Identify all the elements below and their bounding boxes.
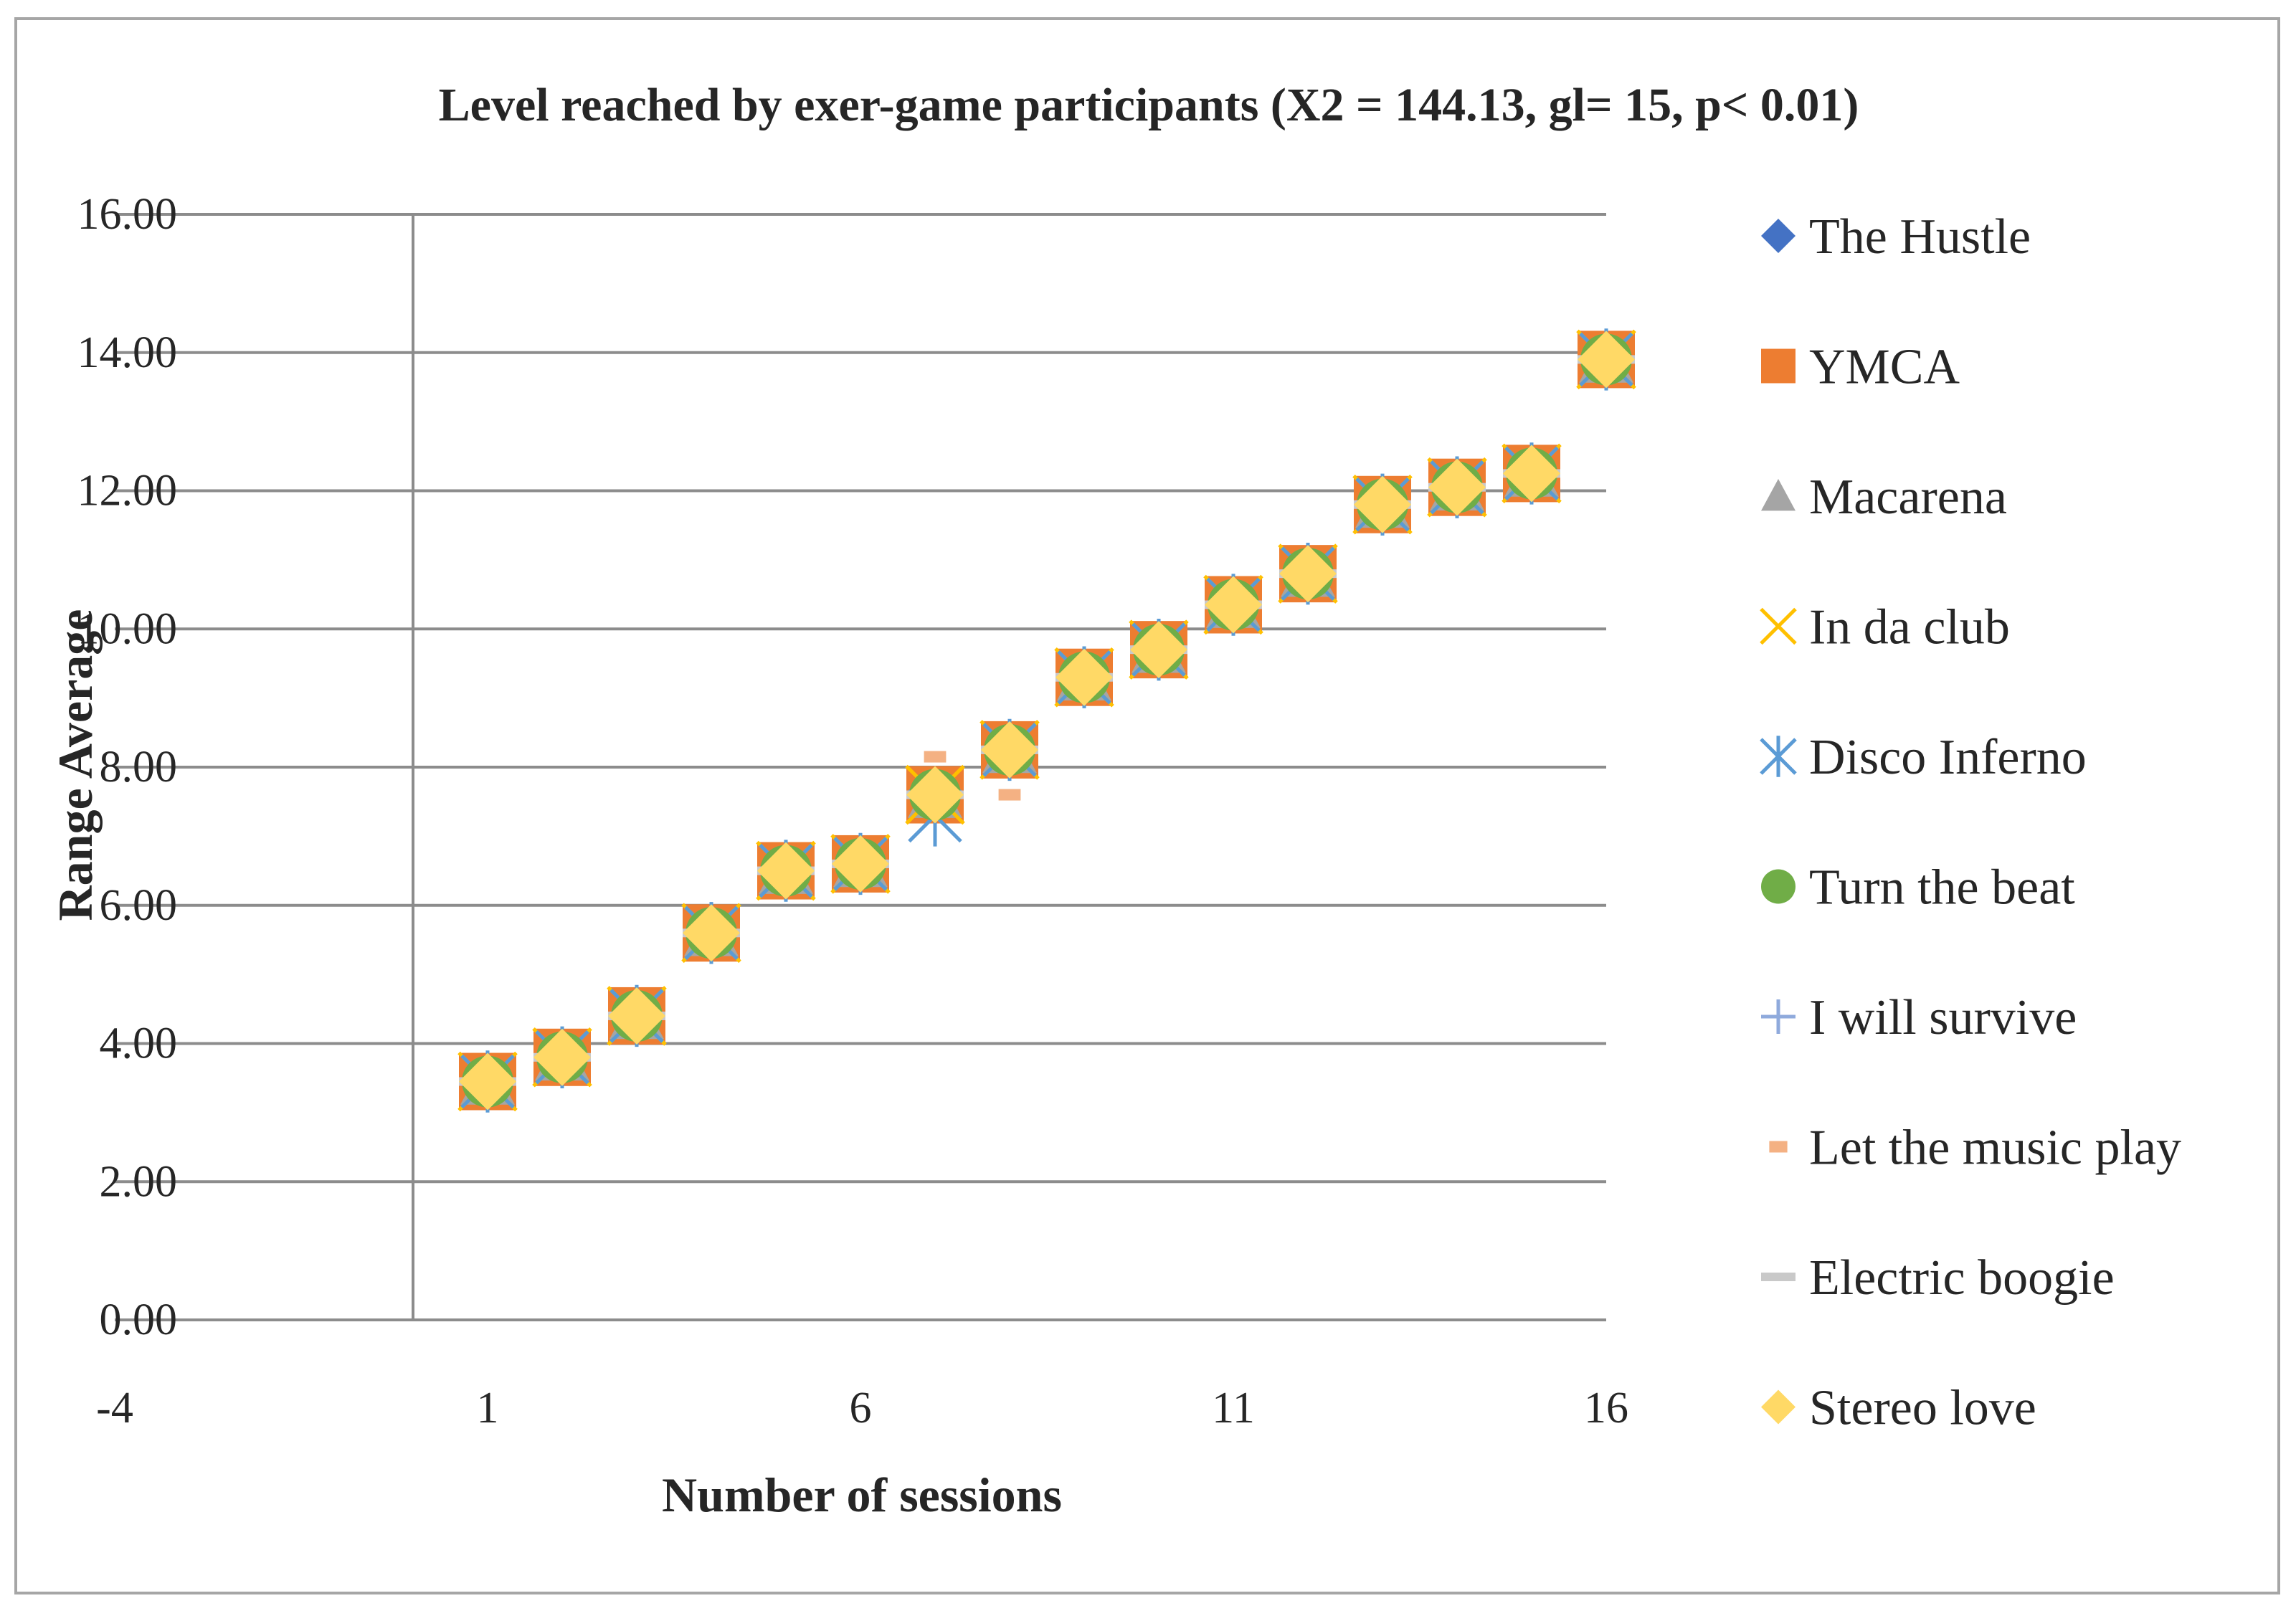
- legend-marker: [1761, 1389, 1795, 1425]
- data-point: [757, 842, 815, 900]
- legend-marker: [1760, 736, 1797, 777]
- data-point: [998, 789, 1021, 801]
- data-point: [683, 904, 740, 962]
- data-point: [1354, 475, 1411, 533]
- x-tick-label: 6: [850, 1384, 872, 1432]
- legend-item: Electric boogie: [1761, 1250, 2115, 1306]
- legend-item: Disco Inferno: [1760, 730, 2087, 785]
- legend: The Hustle YMCA Macarena In da club Disco In…: [1760, 209, 2181, 1436]
- series-stereo-love: [459, 331, 1635, 1111]
- data-point: [1279, 545, 1337, 603]
- legend-label: In da club: [1809, 600, 2010, 655]
- legend-marker: [1761, 348, 1795, 384]
- legend-label: YMCA: [1809, 340, 1960, 395]
- y-tick-label: 16.00: [77, 190, 178, 239]
- data-point: [1503, 445, 1560, 503]
- legend-marker: [1761, 479, 1795, 511]
- data-point: [1056, 648, 1113, 706]
- data-point: [906, 766, 964, 824]
- x-tick-label: -4: [96, 1384, 133, 1432]
- legend-marker: [1761, 999, 1795, 1034]
- tick-labels: 0.00 2.00 4.00 6.00 8.00 10.00 12.00 14.00 16.00…: [77, 190, 1629, 1432]
- y-tick-label: 12.00: [77, 467, 178, 515]
- gridlines: [115, 213, 1606, 1321]
- legend-marker: [1760, 607, 1797, 645]
- legend-label: Turn the beat: [1809, 860, 2075, 916]
- legend-label: Macarena: [1809, 470, 2007, 525]
- chart-frame: [14, 17, 2280, 1594]
- legend-item: YMCA: [1761, 340, 1960, 395]
- y-tick-label: 6.00: [100, 881, 178, 930]
- x-tick-label: 16: [1584, 1384, 1628, 1432]
- legend-marker: [1761, 219, 1795, 253]
- data-points: [457, 328, 1636, 1113]
- legend-label: I will survive: [1809, 990, 2077, 1045]
- legend-item: The Hustle: [1761, 209, 2031, 265]
- legend-marker: [1761, 869, 1795, 904]
- legend-label: Electric boogie: [1809, 1250, 2115, 1306]
- data-point: [533, 1028, 591, 1086]
- y-tick-label: 4.00: [100, 1019, 178, 1068]
- x-tick-label: 11: [1212, 1384, 1255, 1432]
- legend-marker: [1769, 1141, 1788, 1153]
- legend-item: I will survive: [1761, 990, 2077, 1045]
- legend-item: Stereo love: [1761, 1381, 2036, 1436]
- data-point: [459, 1052, 516, 1111]
- legend-label: Disco Inferno: [1809, 730, 2087, 785]
- legend-item: Macarena: [1761, 470, 2007, 525]
- legend-marker: [1761, 1273, 1795, 1281]
- data-point: [1130, 621, 1187, 679]
- data-point: [608, 987, 665, 1045]
- y-tick-label: 10.00: [77, 604, 178, 653]
- y-axis-title: Range Average: [48, 609, 103, 921]
- y-tick-label: 2.00: [100, 1157, 178, 1206]
- legend-item: Turn the beat: [1761, 860, 2075, 916]
- data-point: [1578, 331, 1635, 389]
- legend-item: In da club: [1760, 600, 2010, 655]
- y-tick-label: 0.00: [100, 1296, 178, 1344]
- chart-title: Level reached by exer-game participants …: [439, 79, 1859, 131]
- y-tick-label: 8.00: [100, 743, 178, 792]
- data-point: [981, 721, 1038, 779]
- legend-label: Stereo love: [1809, 1381, 2036, 1436]
- data-point: [832, 835, 889, 893]
- legend-label: The Hustle: [1809, 209, 2031, 265]
- data-point: [1205, 576, 1262, 634]
- legend-label: Let the music play: [1809, 1121, 2181, 1176]
- data-point: [1428, 458, 1486, 516]
- y-tick-label: 14.00: [77, 328, 178, 377]
- x-tick-label: 1: [477, 1384, 499, 1432]
- data-point: [924, 751, 947, 763]
- legend-item: Let the music play: [1769, 1121, 2181, 1176]
- x-axis-title: Number of sessions: [662, 1468, 1062, 1522]
